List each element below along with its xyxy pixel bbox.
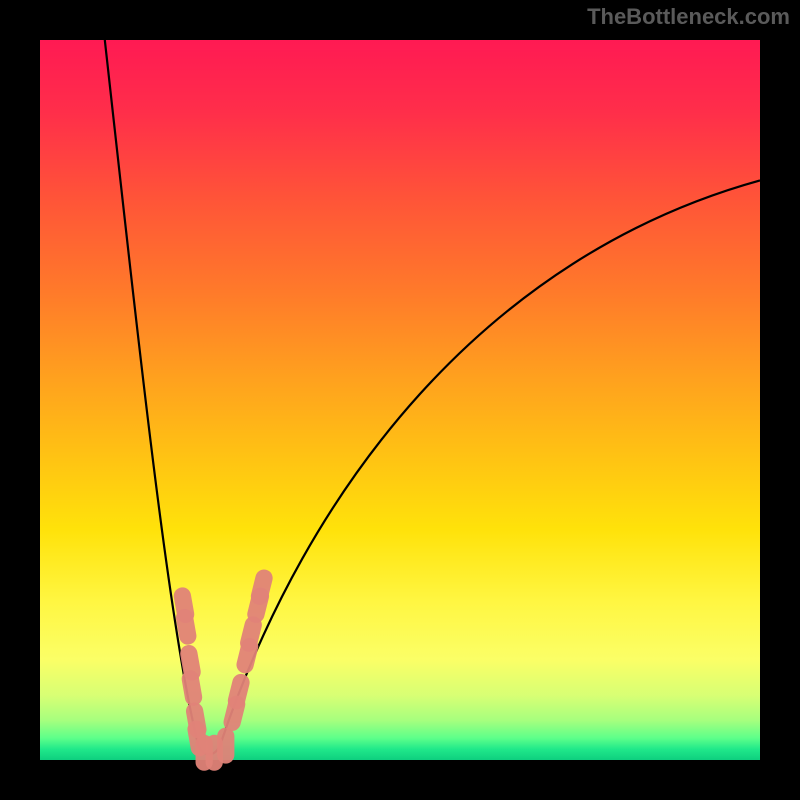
- plot-background: [40, 40, 760, 760]
- watermark-text: TheBottleneck.com: [587, 4, 790, 30]
- curve-marker: [217, 728, 234, 764]
- chart-svg: [0, 0, 800, 800]
- chart-container: TheBottleneck.com: [0, 0, 800, 800]
